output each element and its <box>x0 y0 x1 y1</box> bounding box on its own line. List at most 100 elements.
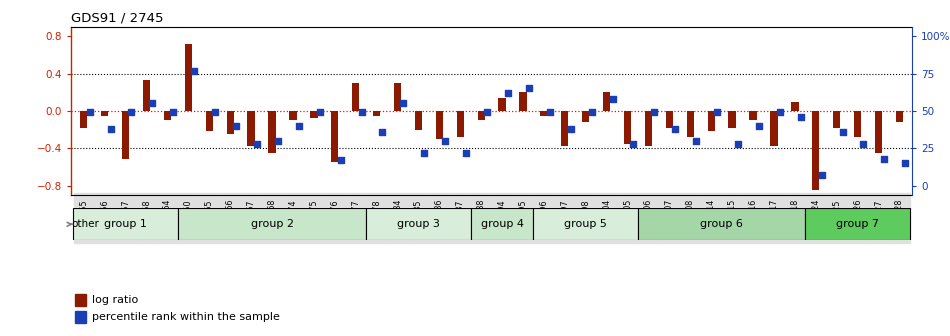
Point <box>144 101 160 106</box>
Bar <box>101 111 108 116</box>
Bar <box>205 111 213 131</box>
Text: other: other <box>71 219 99 229</box>
Bar <box>436 111 443 139</box>
Text: GDS91 / 2745: GDS91 / 2745 <box>71 11 163 24</box>
Point <box>563 126 579 131</box>
Point <box>165 110 180 115</box>
Bar <box>541 111 547 116</box>
Point <box>877 156 892 161</box>
Bar <box>875 111 883 153</box>
Text: log ratio: log ratio <box>92 295 139 305</box>
Bar <box>708 111 715 131</box>
Text: group 4: group 4 <box>481 219 523 229</box>
Bar <box>806 208 910 240</box>
Bar <box>582 111 589 122</box>
Point <box>459 150 474 155</box>
Point <box>103 126 118 131</box>
Point <box>228 123 243 128</box>
Bar <box>268 111 276 153</box>
Text: group 3: group 3 <box>397 219 440 229</box>
Bar <box>770 111 778 146</box>
Point <box>333 158 349 163</box>
Bar <box>833 111 841 128</box>
Text: group 6: group 6 <box>700 219 743 229</box>
Bar <box>666 111 673 128</box>
Point <box>82 110 97 115</box>
Point <box>814 172 829 178</box>
Point <box>835 129 850 134</box>
Bar <box>226 111 234 134</box>
Point <box>292 123 307 128</box>
Bar <box>812 111 820 190</box>
Bar <box>854 111 862 137</box>
Bar <box>247 111 255 146</box>
Bar <box>624 111 631 143</box>
Bar <box>534 208 638 240</box>
Bar <box>332 111 338 162</box>
Point <box>271 138 286 143</box>
Point <box>772 110 788 115</box>
Bar <box>394 83 401 111</box>
Bar <box>184 44 192 111</box>
Bar <box>750 111 757 120</box>
Point <box>501 90 516 96</box>
Point <box>417 150 432 155</box>
Bar <box>366 208 470 240</box>
Text: percentile rank within the sample: percentile rank within the sample <box>92 312 280 322</box>
Point <box>522 86 537 91</box>
Point <box>124 110 139 115</box>
Bar <box>457 111 464 137</box>
Point <box>396 101 411 106</box>
Bar <box>142 80 150 111</box>
Bar <box>311 111 317 118</box>
Point <box>898 161 913 166</box>
Bar <box>75 311 86 323</box>
Bar <box>415 111 422 130</box>
Text: group 7: group 7 <box>836 219 879 229</box>
Point <box>668 126 683 131</box>
Bar <box>791 101 799 111</box>
Bar <box>352 83 359 111</box>
Point <box>375 129 390 134</box>
Bar <box>520 92 526 111</box>
Point <box>438 138 453 143</box>
Bar <box>290 111 296 120</box>
Bar <box>645 111 652 146</box>
Point <box>207 110 222 115</box>
Bar <box>122 111 129 159</box>
Bar <box>603 92 610 111</box>
Text: group 2: group 2 <box>251 219 294 229</box>
Point <box>186 68 201 73</box>
Text: group 5: group 5 <box>564 219 607 229</box>
Text: group 1: group 1 <box>104 219 147 229</box>
Bar <box>687 111 694 137</box>
Bar <box>896 111 903 122</box>
Point <box>313 110 328 115</box>
Bar <box>163 111 171 120</box>
Point <box>626 141 641 146</box>
Point <box>584 110 599 115</box>
Point <box>731 141 746 146</box>
Point <box>710 110 725 115</box>
Bar <box>75 294 86 306</box>
Bar <box>80 111 87 128</box>
Point <box>542 110 558 115</box>
Point <box>689 138 704 143</box>
Point <box>249 141 264 146</box>
Bar <box>178 208 366 240</box>
Bar <box>561 111 568 146</box>
Bar <box>373 111 380 117</box>
Bar <box>499 98 505 111</box>
Bar <box>729 111 736 128</box>
Bar <box>470 208 534 240</box>
Point <box>793 114 808 120</box>
Bar <box>478 111 484 120</box>
Point <box>354 110 370 115</box>
Point <box>751 123 767 128</box>
Bar <box>638 208 806 240</box>
Point <box>647 110 662 115</box>
Point <box>856 141 871 146</box>
Bar <box>73 208 178 240</box>
Point <box>605 96 620 101</box>
Point <box>480 110 495 115</box>
